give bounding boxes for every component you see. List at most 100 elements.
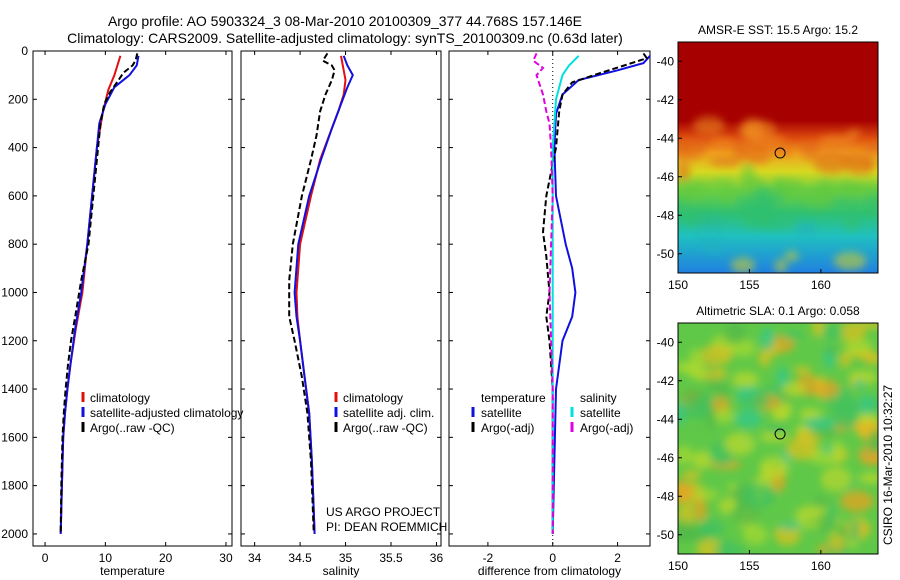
heatmap-title: Altimetric SLA: 0.1 Argo: 0.058 [696, 304, 860, 318]
x-tick-label: 10 [99, 551, 113, 565]
sst-blob [732, 141, 746, 159]
series-line-3-3 [551, 55, 580, 534]
sst-blob [716, 186, 740, 203]
pi-annotation: US ARGO PROJECT [326, 505, 441, 519]
legend-label: salinity [580, 391, 617, 405]
sla-blob [863, 352, 878, 365]
sla-blob [760, 327, 776, 351]
sla-blob [717, 381, 730, 400]
y-tick-label: 600 [8, 189, 28, 203]
y-tick-label: 2000 [1, 527, 28, 541]
sla-blob [782, 330, 804, 341]
sla-blob [849, 517, 861, 543]
sst-blob [770, 185, 808, 196]
series-line-2-2 [293, 55, 354, 534]
sla-blob [678, 519, 696, 543]
sla-blob [759, 431, 789, 443]
sst-texture [678, 116, 878, 273]
legend-label: Argo(-adj) [481, 421, 534, 435]
x-tick-label: 160 [811, 559, 831, 573]
sst-blob [774, 258, 788, 273]
sla-blob [693, 489, 720, 500]
plot-frame-3 [448, 50, 651, 547]
series-line-3-1 [551, 55, 651, 534]
legend-label: climatology [343, 391, 403, 405]
legend-label: Argo(-adj) [580, 421, 633, 435]
x-tick-label: -2 [483, 551, 494, 565]
y-tick-label: 0 [21, 44, 28, 58]
x-tick-label: 30 [219, 551, 233, 565]
x-tick-label: 34.5 [288, 551, 312, 565]
sla-blob [811, 323, 825, 338]
sla-blob [678, 446, 694, 465]
x-tick-label: 35.5 [379, 551, 403, 565]
sst-blob [813, 150, 850, 175]
sla-blob [812, 495, 830, 509]
sst-blob [796, 222, 816, 237]
sla-blob [766, 423, 788, 434]
legend-label: satellite [580, 406, 621, 420]
sst-blob [678, 136, 708, 161]
sla-blob [827, 534, 845, 549]
y-tick-label: -50 [657, 528, 675, 542]
x-tick-label: 150 [668, 278, 688, 292]
argo-location-marker [774, 147, 786, 159]
sla-blob [868, 428, 878, 454]
series-line-3-2 [541, 52, 649, 534]
sst-blob [741, 144, 773, 165]
sst-blob [801, 185, 836, 208]
sla-blob [796, 521, 821, 530]
sla-blob [793, 365, 812, 375]
sst-blob [678, 161, 691, 182]
sla-blob [824, 346, 838, 355]
x-tick-label: 155 [739, 278, 759, 292]
sst-blob [845, 160, 874, 175]
sla-blob [699, 521, 714, 536]
legend-label: Argo(..raw -QC) [343, 421, 428, 435]
sla-blob [732, 371, 759, 388]
sla-blob [683, 361, 710, 378]
sst-blob [739, 117, 765, 142]
sla-blob [839, 323, 866, 344]
sst-blob [708, 156, 742, 167]
sla-blob [718, 499, 737, 514]
sla-blob [822, 324, 844, 340]
sla-blob [678, 480, 694, 504]
sla-blob [853, 379, 866, 390]
y-tick-label: 800 [8, 237, 28, 251]
y-tick-label: -46 [657, 451, 675, 465]
sla-blob [681, 470, 701, 481]
sla-blob [814, 379, 840, 399]
y-tick-label: 400 [8, 141, 28, 155]
sla-blob [742, 482, 776, 508]
legend-label: satellite adj. clim. [343, 406, 434, 420]
x-tick-label: 0 [42, 551, 49, 565]
sla-blob [711, 408, 735, 424]
sst-blob [692, 116, 725, 136]
x-axis-label: salinity [323, 564, 360, 578]
figure-title-line1: Argo profile: AO 5903324_3 08-Mar-2010 2… [107, 13, 583, 29]
sla-blob [781, 382, 807, 397]
sst-blob [739, 209, 773, 231]
pi-annotation: PI: DEAN ROEMMICH [326, 520, 447, 534]
sla-blob [731, 502, 760, 526]
y-tick-label: -44 [657, 412, 675, 426]
sla-blob [825, 502, 838, 527]
x-tick-label: 150 [668, 559, 688, 573]
x-tick-label: 2 [614, 551, 621, 565]
y-tick-label: -46 [657, 170, 675, 184]
legend-label: Argo(..raw -QC) [90, 421, 175, 435]
sst-blob [702, 239, 725, 254]
sla-blob [692, 450, 712, 470]
series-line-1-1 [59, 55, 122, 534]
y-tick-label: -48 [657, 489, 675, 503]
figure-title-line2: Climatology: CARS2009. Satellite-adjuste… [67, 30, 623, 46]
sla-blob [723, 323, 746, 345]
sst-blob [826, 197, 862, 208]
sst-blob [710, 137, 736, 148]
x-axis-label: difference from climatology [478, 564, 621, 578]
sla-blob [740, 393, 770, 411]
sla-blob [858, 472, 878, 484]
sla-blob [821, 466, 852, 492]
sla-blob [844, 339, 874, 351]
